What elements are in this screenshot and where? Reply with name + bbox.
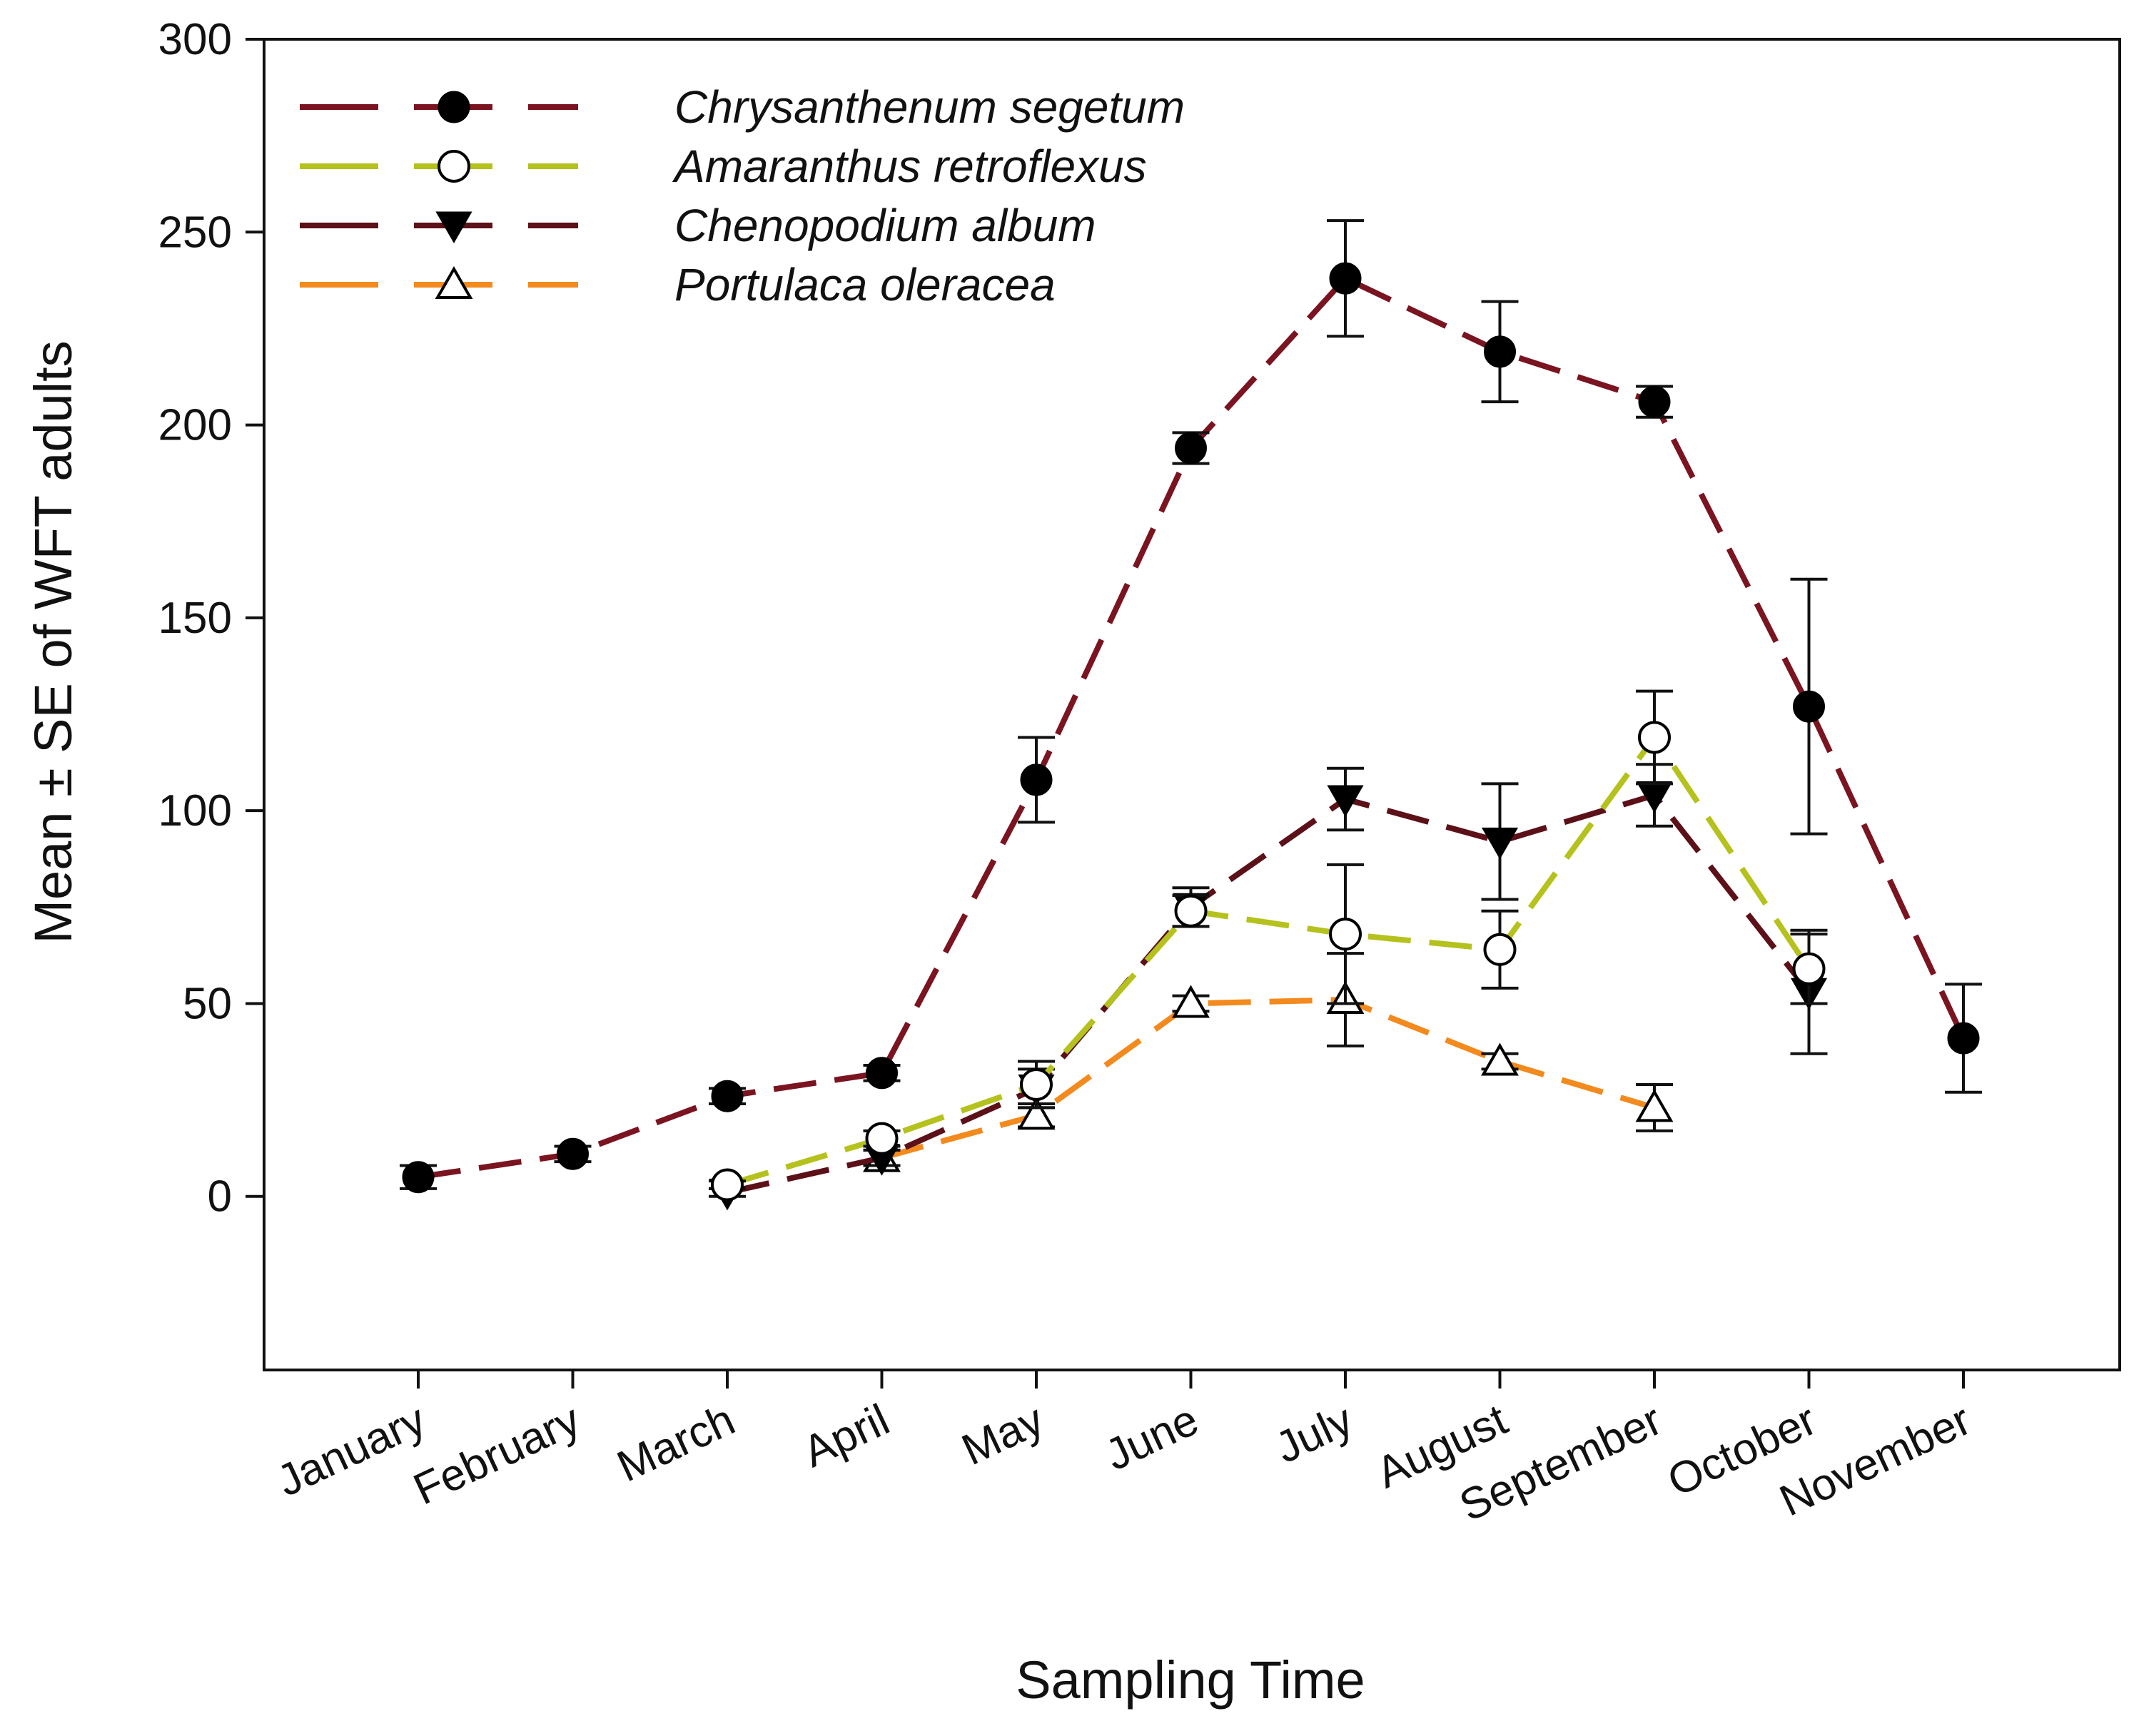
y-tick-label: 50 — [183, 979, 232, 1028]
legend-entry: Amaranthus retroflexus — [300, 141, 1147, 192]
data-point — [1327, 785, 1364, 817]
data-point — [1792, 952, 1826, 985]
y-tick-label: 150 — [158, 594, 232, 643]
y-tick-label: 200 — [158, 401, 232, 450]
data-point — [1020, 763, 1053, 796]
data-point — [438, 91, 470, 123]
x-tick-label: July — [1268, 1395, 1360, 1473]
x-tick-label: May — [955, 1395, 1051, 1475]
series-layer — [400, 219, 1982, 1211]
data-point — [1484, 335, 1516, 368]
legend-label: Chenopodium album — [674, 200, 1096, 251]
series-line — [881, 997, 1656, 1161]
legend-entry: Chrysanthenum segetum — [300, 81, 1185, 133]
y-tick-label: 0 — [208, 1172, 232, 1222]
data-point — [1481, 827, 1519, 860]
data-point — [711, 1168, 744, 1202]
data-point — [1481, 1042, 1519, 1076]
data-point — [1329, 918, 1362, 951]
data-point — [402, 1161, 435, 1194]
data-point — [438, 150, 470, 183]
data-point — [435, 211, 472, 244]
y-tick-label: 250 — [158, 208, 232, 257]
data-point — [557, 1137, 589, 1170]
x-tick-label: June — [1098, 1395, 1205, 1480]
legend-entry: Chenopodium album — [300, 200, 1096, 251]
data-point — [1329, 262, 1362, 295]
data-point — [866, 1057, 898, 1090]
x-tick-label: March — [610, 1395, 742, 1491]
data-point — [1174, 894, 1208, 928]
series-chrysanthenum-segetum — [400, 219, 1982, 1194]
series-amaranthus-retroflexus — [709, 689, 1828, 1202]
data-point — [711, 1080, 744, 1112]
legend: Chrysanthenum segetum Amaranthus retrofle… — [300, 81, 1185, 310]
series-line — [726, 732, 1811, 1188]
legend-label: Chrysanthenum segetum — [674, 81, 1185, 133]
data-point — [1638, 385, 1671, 418]
data-point — [1020, 1067, 1053, 1101]
data-point — [1638, 721, 1671, 754]
data-point — [1172, 985, 1210, 1018]
data-point — [865, 1122, 899, 1155]
data-point — [1947, 1022, 1980, 1055]
series-portulaca-oleracea — [863, 952, 1674, 1172]
y-axis: 0 50 100 150 200 250 300 — [158, 15, 264, 1222]
x-tick-label: February — [406, 1395, 587, 1514]
data-point — [435, 265, 473, 299]
plot-frame — [263, 38, 2121, 1371]
legend-label: Amaranthus retroflexus — [672, 141, 1147, 192]
data-point — [1635, 1089, 1674, 1122]
x-tick-label: April — [796, 1395, 897, 1477]
y-axis-title: Mean ± SE of WFT adults — [24, 340, 83, 943]
series-line — [727, 791, 1811, 1196]
series-line — [418, 275, 1966, 1180]
data-point — [1175, 432, 1207, 465]
y-tick-label: 300 — [158, 15, 232, 64]
legend-entry: Portulaca oleracea — [300, 259, 1056, 310]
y-tick-label: 100 — [158, 786, 232, 836]
x-axis-title: Sampling Time — [1016, 1650, 1365, 1710]
data-point — [1793, 690, 1825, 723]
data-point — [1483, 933, 1517, 966]
data-point — [1017, 1097, 1056, 1130]
legend-label: Portulaca oleracea — [674, 259, 1056, 310]
x-tick-label: January — [270, 1395, 433, 1506]
